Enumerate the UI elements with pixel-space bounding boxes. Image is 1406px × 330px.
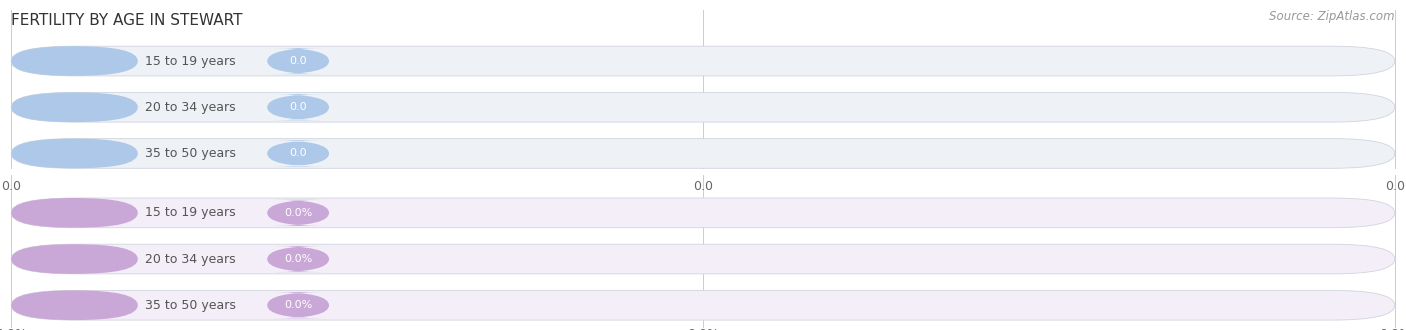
- Text: 0.0%: 0.0%: [0, 328, 27, 330]
- FancyBboxPatch shape: [267, 48, 329, 74]
- Text: Source: ZipAtlas.com: Source: ZipAtlas.com: [1270, 10, 1395, 23]
- Text: FERTILITY BY AGE IN STEWART: FERTILITY BY AGE IN STEWART: [11, 13, 243, 28]
- FancyBboxPatch shape: [267, 292, 329, 318]
- Text: 0.0: 0.0: [1385, 180, 1405, 193]
- Text: 15 to 19 years: 15 to 19 years: [145, 54, 235, 68]
- Text: 0.0%: 0.0%: [688, 328, 718, 330]
- FancyBboxPatch shape: [11, 92, 138, 122]
- FancyBboxPatch shape: [11, 46, 1395, 76]
- FancyBboxPatch shape: [11, 244, 138, 274]
- Text: 0.0%: 0.0%: [284, 300, 312, 310]
- FancyBboxPatch shape: [11, 139, 1395, 168]
- FancyBboxPatch shape: [267, 246, 329, 272]
- FancyBboxPatch shape: [11, 198, 1395, 228]
- Text: 0.0: 0.0: [1, 180, 21, 193]
- FancyBboxPatch shape: [11, 198, 138, 228]
- Text: 35 to 50 years: 35 to 50 years: [145, 147, 236, 160]
- Text: 35 to 50 years: 35 to 50 years: [145, 299, 236, 312]
- Text: 20 to 34 years: 20 to 34 years: [145, 101, 235, 114]
- FancyBboxPatch shape: [267, 200, 329, 226]
- Text: 20 to 34 years: 20 to 34 years: [145, 252, 235, 266]
- FancyBboxPatch shape: [267, 94, 329, 120]
- Text: 0.0%: 0.0%: [284, 208, 312, 218]
- FancyBboxPatch shape: [11, 290, 138, 320]
- FancyBboxPatch shape: [267, 140, 329, 167]
- Text: 0.0: 0.0: [290, 148, 307, 158]
- Text: 0.0: 0.0: [693, 180, 713, 193]
- Text: 0.0%: 0.0%: [1379, 328, 1406, 330]
- FancyBboxPatch shape: [11, 290, 1395, 320]
- FancyBboxPatch shape: [11, 46, 138, 76]
- Text: 15 to 19 years: 15 to 19 years: [145, 206, 235, 219]
- Text: 0.0: 0.0: [290, 56, 307, 66]
- FancyBboxPatch shape: [11, 244, 1395, 274]
- Text: 0.0%: 0.0%: [284, 254, 312, 264]
- FancyBboxPatch shape: [11, 139, 138, 168]
- FancyBboxPatch shape: [11, 92, 1395, 122]
- Text: 0.0: 0.0: [290, 102, 307, 112]
